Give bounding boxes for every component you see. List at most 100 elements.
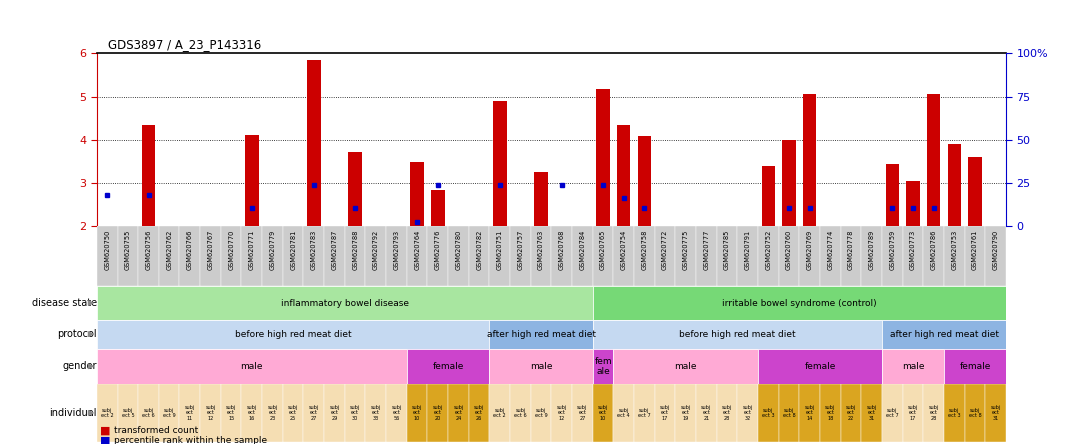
Text: subj
ect
10: subj ect 10 (412, 404, 422, 421)
Text: subj
ect
14: subj ect 14 (805, 404, 815, 421)
Text: subj
ect
22: subj ect 22 (846, 404, 856, 421)
Bar (596, 89, 610, 226)
Bar (820, 226, 840, 286)
Bar (366, 226, 386, 286)
Text: subj
ect
19: subj ect 19 (681, 404, 691, 421)
Bar (799, 384, 820, 442)
Text: GSM620770: GSM620770 (228, 230, 235, 270)
Bar (737, 384, 759, 442)
Text: female: female (960, 362, 991, 371)
Text: subj
ect
21: subj ect 21 (702, 404, 711, 421)
Bar (138, 384, 159, 442)
Text: gender: gender (62, 361, 97, 371)
Text: subj
ect
33: subj ect 33 (370, 404, 381, 421)
Text: GSM620751: GSM620751 (497, 230, 502, 270)
Text: subj
ect 6: subj ect 6 (514, 408, 527, 418)
Bar (551, 384, 572, 442)
Text: male: male (902, 362, 924, 371)
Text: disease state: disease state (31, 298, 97, 308)
Bar (634, 226, 655, 286)
Text: subj
ect 7: subj ect 7 (638, 408, 651, 418)
Bar (431, 190, 444, 226)
Bar (572, 226, 593, 286)
Bar (638, 135, 651, 226)
Text: before high red meat diet: before high red meat diet (679, 329, 796, 339)
Bar (493, 101, 507, 226)
Bar (490, 320, 593, 349)
Bar (221, 384, 241, 442)
Bar (142, 125, 155, 226)
Bar (944, 226, 965, 286)
Text: female: female (433, 362, 464, 371)
Text: subj
ect
12: subj ect 12 (206, 404, 215, 421)
Bar (696, 384, 717, 442)
Bar (737, 226, 759, 286)
Bar (241, 384, 263, 442)
Text: GDS3897 / A_23_P143316: GDS3897 / A_23_P143316 (108, 38, 260, 51)
Bar (903, 226, 923, 286)
Text: GSM620757: GSM620757 (518, 230, 523, 270)
Text: after high red meat diet: after high red meat diet (890, 329, 999, 339)
Bar (530, 226, 551, 286)
Text: GSM620764: GSM620764 (414, 230, 420, 270)
Bar (965, 384, 986, 442)
Text: subj
ect
56: subj ect 56 (392, 404, 401, 421)
Text: subj
ect 3: subj ect 3 (948, 408, 961, 418)
Bar (923, 226, 944, 286)
Text: GSM620782: GSM620782 (476, 230, 482, 270)
Text: subj
ect
20: subj ect 20 (433, 404, 443, 421)
Bar (923, 384, 944, 442)
Bar (263, 384, 283, 442)
Bar (882, 384, 903, 442)
Bar (762, 166, 775, 226)
Bar (634, 384, 655, 442)
Bar (572, 384, 593, 442)
Text: subj
ect
31: subj ect 31 (991, 404, 1001, 421)
Bar (283, 384, 303, 442)
Text: GSM620755: GSM620755 (125, 230, 131, 270)
Text: irritable bowel syndrome (control): irritable bowel syndrome (control) (722, 298, 877, 308)
Text: GSM620752: GSM620752 (765, 230, 771, 270)
Bar (490, 226, 510, 286)
Text: subj
ect 9: subj ect 9 (162, 408, 175, 418)
Text: GSM620790: GSM620790 (993, 230, 999, 270)
Bar (117, 226, 138, 286)
Bar (759, 384, 779, 442)
Bar (986, 226, 1006, 286)
Text: subj
ect 8: subj ect 8 (782, 408, 795, 418)
Bar (448, 226, 469, 286)
Bar (928, 95, 940, 226)
Bar (655, 226, 676, 286)
Bar (717, 384, 737, 442)
Text: subj
ect
27: subj ect 27 (309, 404, 318, 421)
Bar (510, 226, 530, 286)
Bar (245, 135, 258, 226)
Bar (882, 226, 903, 286)
Bar (882, 320, 1006, 349)
Text: GSM620773: GSM620773 (910, 230, 916, 270)
Text: GSM620784: GSM620784 (580, 230, 585, 270)
Bar (97, 226, 117, 286)
Bar (344, 226, 366, 286)
Text: GSM620753: GSM620753 (951, 230, 958, 270)
Text: subj
ect
23: subj ect 23 (267, 404, 278, 421)
Text: subj
ect
27: subj ect 27 (577, 404, 587, 421)
Text: fem
ale: fem ale (594, 357, 612, 376)
Text: percentile rank within the sample: percentile rank within the sample (114, 436, 267, 444)
Text: GSM620792: GSM620792 (372, 230, 379, 270)
Text: GSM620787: GSM620787 (331, 230, 338, 270)
Text: GSM620763: GSM620763 (538, 230, 544, 270)
Text: subj
ect 9: subj ect 9 (535, 408, 548, 418)
Bar (613, 226, 634, 286)
Bar (349, 152, 362, 226)
Bar (944, 384, 965, 442)
Bar (551, 226, 572, 286)
Bar (593, 384, 613, 442)
Bar (782, 140, 796, 226)
Bar (263, 226, 283, 286)
Text: subj
ect
26: subj ect 26 (473, 404, 484, 421)
Text: GSM620793: GSM620793 (394, 230, 399, 270)
Bar (676, 226, 696, 286)
Bar (303, 384, 324, 442)
Text: subj
ect
10: subj ect 10 (598, 404, 608, 421)
